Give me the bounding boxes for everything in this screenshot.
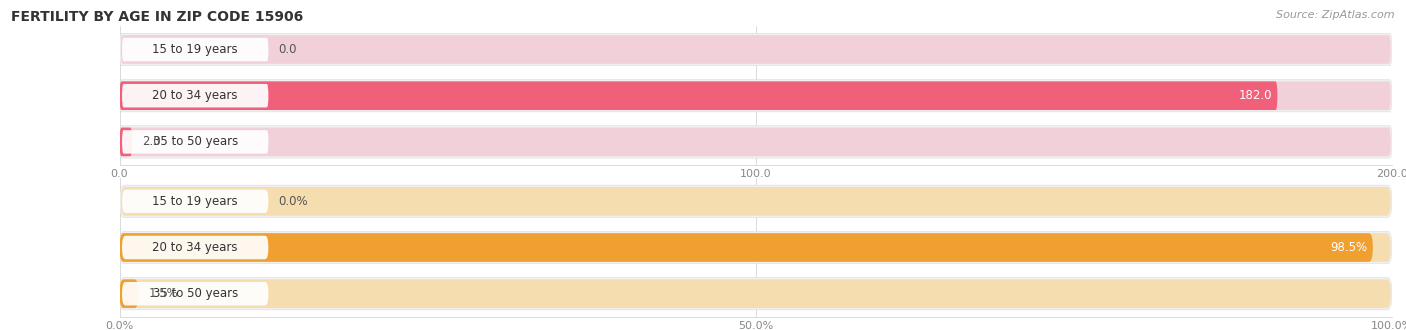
FancyBboxPatch shape [122, 282, 269, 306]
FancyBboxPatch shape [120, 82, 1278, 110]
FancyBboxPatch shape [120, 126, 1392, 158]
FancyBboxPatch shape [122, 38, 269, 61]
FancyBboxPatch shape [122, 84, 269, 108]
FancyBboxPatch shape [120, 280, 139, 308]
FancyBboxPatch shape [121, 233, 1391, 262]
FancyBboxPatch shape [121, 128, 1391, 156]
Text: 0.0%: 0.0% [278, 195, 308, 208]
FancyBboxPatch shape [121, 82, 1391, 110]
Text: FERTILITY BY AGE IN ZIP CODE 15906: FERTILITY BY AGE IN ZIP CODE 15906 [11, 10, 304, 24]
FancyBboxPatch shape [122, 236, 269, 259]
FancyBboxPatch shape [122, 189, 269, 213]
Text: Source: ZipAtlas.com: Source: ZipAtlas.com [1277, 10, 1395, 20]
Text: 15 to 19 years: 15 to 19 years [152, 195, 238, 208]
FancyBboxPatch shape [122, 130, 269, 154]
FancyBboxPatch shape [121, 280, 1391, 308]
FancyBboxPatch shape [120, 185, 1392, 217]
Text: 1.5%: 1.5% [149, 287, 179, 300]
FancyBboxPatch shape [120, 233, 1372, 262]
Text: 2.0: 2.0 [142, 135, 162, 148]
Text: 35 to 50 years: 35 to 50 years [153, 135, 238, 148]
FancyBboxPatch shape [120, 33, 1392, 66]
FancyBboxPatch shape [120, 80, 1392, 112]
FancyBboxPatch shape [120, 278, 1392, 310]
Text: 20 to 34 years: 20 to 34 years [152, 241, 238, 254]
Text: 0.0: 0.0 [278, 43, 297, 56]
FancyBboxPatch shape [121, 35, 1391, 64]
Text: 20 to 34 years: 20 to 34 years [152, 89, 238, 102]
Text: 98.5%: 98.5% [1330, 241, 1368, 254]
Text: 15 to 19 years: 15 to 19 years [152, 43, 238, 56]
FancyBboxPatch shape [120, 231, 1392, 264]
Text: 35 to 50 years: 35 to 50 years [153, 287, 238, 300]
FancyBboxPatch shape [121, 187, 1391, 215]
FancyBboxPatch shape [120, 128, 132, 156]
Text: 182.0: 182.0 [1239, 89, 1272, 102]
